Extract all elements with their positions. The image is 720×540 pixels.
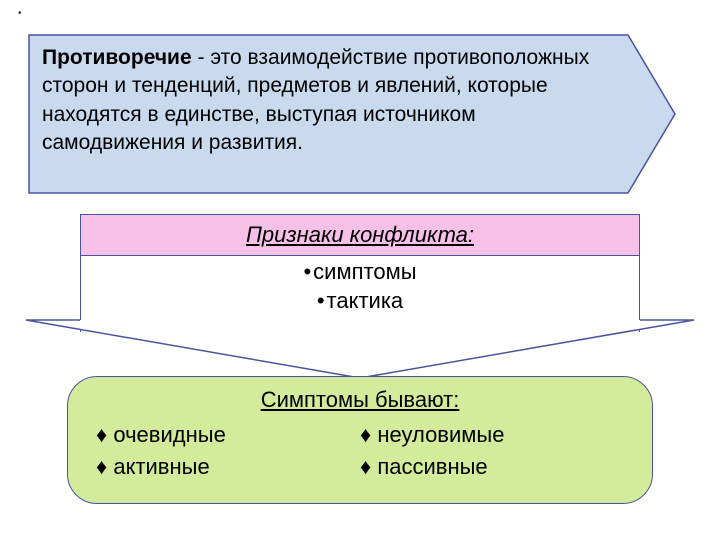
symptom-item: ♦ неуловимые (360, 419, 624, 451)
signs-bullets: симптомы тактика (80, 258, 640, 315)
symptoms-col-2: ♦ неуловимые ♦ пассивные (360, 419, 624, 483)
symptoms-col-1: ♦ очевидные ♦ активные (96, 419, 360, 483)
symptom-item: ♦ активные (96, 451, 360, 483)
signs-bullet-1: симптомы (80, 258, 640, 287)
signs-bullet-2: тактика (80, 287, 640, 316)
symptom-item: ♦ пассивные (360, 451, 624, 483)
definition-text: Противоречие - это взаимодействие против… (42, 44, 616, 157)
definition-term: Противоречие (42, 46, 192, 69)
symptoms-box: Симптомы бывают: ♦ очевидные ♦ активные … (67, 376, 653, 504)
symptom-item: ♦ очевидные (96, 419, 360, 451)
corner-dot: • (18, 8, 22, 19)
signs-title-box: Признаки конфликта: (80, 214, 640, 256)
symptoms-title: Симптомы бывают: (96, 387, 624, 413)
symptoms-columns: ♦ очевидные ♦ активные ♦ неуловимые ♦ па… (96, 419, 624, 483)
signs-title: Признаки конфликта: (80, 214, 640, 256)
definition-arrow-box: Противоречие - это взаимодействие против… (28, 34, 676, 194)
